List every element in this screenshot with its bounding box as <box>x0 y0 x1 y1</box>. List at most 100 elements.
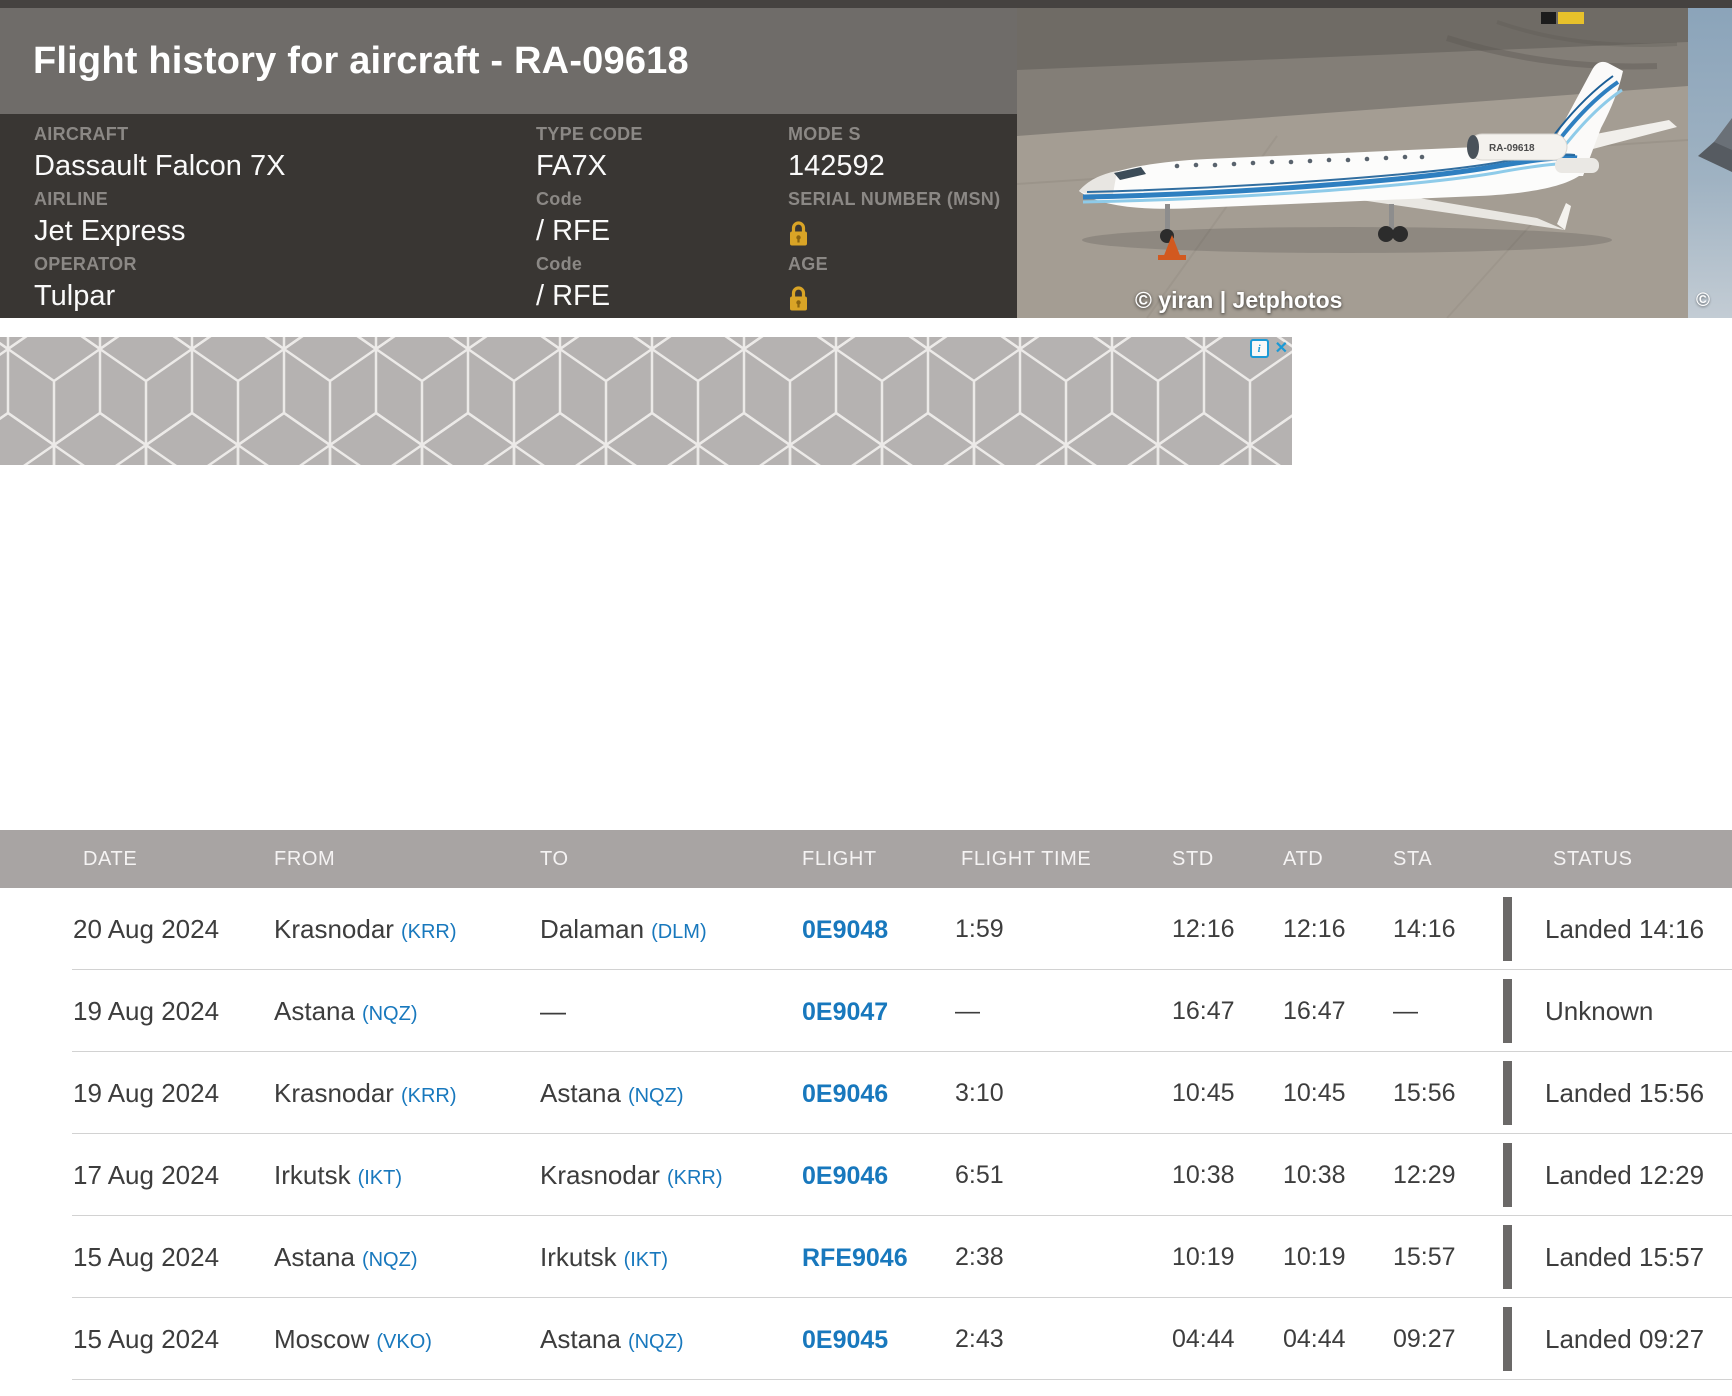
flight-history-table: DATE FROM TO FLIGHT FLIGHT TIME STD ATD … <box>0 830 1732 1380</box>
ad-banner[interactable]: i ✕ <box>0 337 1292 465</box>
flight-date: 17 Aug 2024 <box>73 1159 220 1190</box>
flight-number-link[interactable]: 0E9045 <box>802 1325 889 1354</box>
info-field-airline-code: Code / RFE <box>536 188 643 253</box>
std-time: 16:47 <box>1172 996 1235 1025</box>
info-column-3: MODE S 142592 SERIAL NUMBER (MSN) <box>788 123 1000 318</box>
registration-text: RA-09618 <box>1489 143 1535 154</box>
ad-close-icon[interactable]: ✕ <box>1274 340 1288 357</box>
to-airport-code-link[interactable]: (DLM) <box>651 920 707 943</box>
flight-date: 15 Aug 2024 <box>73 1323 220 1354</box>
column-header-to: TO <box>540 847 569 870</box>
info-field-operator-code: Code / RFE <box>536 253 643 318</box>
to-airport-code-link[interactable]: (NQZ) <box>627 1330 684 1353</box>
field-label: Code <box>536 254 583 274</box>
lock-icon[interactable] <box>788 283 809 323</box>
flight-number-link[interactable]: 0E9046 <box>802 1161 889 1190</box>
table-row: 19 Aug 2024 Krasnodar (KRR) Astana (NQZ) 0… <box>0 1052 1732 1134</box>
flight-time: 2:38 <box>955 1242 1004 1271</box>
status-text: Landed 15:57 <box>1545 1241 1705 1272</box>
from-airport-code-link[interactable]: (NQZ) <box>361 1248 418 1271</box>
table-row: 15 Aug 2024 Moscow (VKO) Astana (NQZ) 0E90… <box>0 1298 1732 1380</box>
field-value: Dassault Falcon 7X <box>34 150 286 182</box>
page-header: Flight history for aircraft - RA-09618 <box>0 8 1017 114</box>
field-label: AIRCRAFT <box>34 124 129 144</box>
status-indicator-bar <box>1503 1225 1512 1289</box>
field-value: 142592 <box>788 150 885 182</box>
from-airport-code-link[interactable]: (IKT) <box>357 1166 403 1189</box>
from-airport-code-link[interactable]: (VKO) <box>376 1330 432 1353</box>
flight-time: 3:10 <box>955 1078 1004 1107</box>
table-header-row: DATE FROM TO FLIGHT FLIGHT TIME STD ATD … <box>0 830 1732 888</box>
aircraft-photo-illustration: RA-09618 <box>1017 8 1688 318</box>
table-row: 20 Aug 2024 Krasnodar (KRR) Dalaman (DLM) … <box>0 888 1732 970</box>
from-airport: Krasnodar (KRR) <box>274 1077 457 1108</box>
info-column-1: AIRCRAFT Dassault Falcon 7X AIRLINE Jet … <box>34 123 285 318</box>
column-header-atd: ATD <box>1283 847 1324 870</box>
flight-number-link[interactable]: 0E9047 <box>802 997 889 1026</box>
field-label: TYPE CODE <box>536 124 643 144</box>
field-label: MODE S <box>788 124 861 144</box>
from-airport-code-link[interactable]: (NQZ) <box>361 1002 418 1025</box>
status-indicator-bar <box>1503 1307 1512 1371</box>
atd-time: 16:47 <box>1283 996 1346 1025</box>
sta-time: 14:16 <box>1393 914 1456 943</box>
status-cell: Landed 15:56 <box>1503 1052 1732 1134</box>
status-indicator-bar <box>1503 1143 1512 1207</box>
flight-time: 2:43 <box>955 1324 1004 1353</box>
to-airport-code-link[interactable]: (NQZ) <box>627 1084 684 1107</box>
lock-icon[interactable] <box>788 218 809 258</box>
atd-time: 10:45 <box>1283 1078 1346 1107</box>
to-airport-code-link[interactable]: (KRR) <box>666 1166 723 1189</box>
sta-time: 09:27 <box>1393 1324 1456 1353</box>
status-indicator-bar <box>1503 1061 1512 1125</box>
field-value: / RFE <box>536 215 611 247</box>
from-airport: Moscow (VKO) <box>274 1323 432 1354</box>
atd-time: 10:38 <box>1283 1160 1346 1189</box>
to-airport: Irkutsk (IKT) <box>540 1241 669 1272</box>
aircraft-info-panel: AIRCRAFT Dassault Falcon 7X AIRLINE Jet … <box>0 114 1017 318</box>
std-time: 10:19 <box>1172 1242 1235 1271</box>
info-field-serial-number: SERIAL NUMBER (MSN) <box>788 188 1000 253</box>
from-airport: Astana (NQZ) <box>274 995 418 1026</box>
ad-choice-controls: i ✕ <box>1249 339 1288 358</box>
wing-fragment-illustration <box>1698 118 1732 172</box>
from-airport: Irkutsk (IKT) <box>274 1159 403 1190</box>
info-field-operator: OPERATOR Tulpar <box>34 253 285 318</box>
table-row: 17 Aug 2024 Irkutsk (IKT) Krasnodar (KRR) … <box>0 1134 1732 1216</box>
status-text: Landed 15:56 <box>1545 1077 1705 1108</box>
atd-time: 10:19 <box>1283 1242 1346 1271</box>
from-airport-code-link[interactable]: (KRR) <box>400 1084 457 1107</box>
row-separator <box>72 1215 1732 1216</box>
flight-number-link[interactable]: 0E9046 <box>802 1079 889 1108</box>
from-airport-code-link[interactable]: (KRR) <box>400 920 457 943</box>
aircraft-photo[interactable]: RA-09618 © yiran | Jetphotos <box>1017 8 1688 318</box>
row-separator <box>72 1051 1732 1052</box>
std-time: 10:45 <box>1172 1078 1235 1107</box>
ad-info-icon[interactable]: i <box>1249 339 1269 358</box>
row-separator <box>72 1133 1732 1134</box>
info-field-aircraft: AIRCRAFT Dassault Falcon 7X <box>34 123 285 188</box>
table-row: 19 Aug 2024 Astana (NQZ) — 0E9047 — 16:47… <box>0 970 1732 1052</box>
flight-date: 19 Aug 2024 <box>73 995 220 1026</box>
field-label: AIRLINE <box>34 189 109 209</box>
flight-number-link[interactable]: 0E9048 <box>802 915 889 944</box>
info-field-age: AGE <box>788 253 1000 318</box>
status-text: Landed 09:27 <box>1545 1323 1705 1354</box>
to-airport-code-link[interactable]: (IKT) <box>623 1248 669 1271</box>
sta-time: 15:57 <box>1393 1242 1456 1271</box>
info-column-2: TYPE CODE FA7X Code / RFE Code / RFE <box>536 123 643 318</box>
sta-time: 12:29 <box>1393 1160 1456 1189</box>
status-text: Landed 12:29 <box>1545 1159 1705 1190</box>
field-value: Tulpar <box>34 280 116 312</box>
to-airport: Astana (NQZ) <box>540 1323 684 1354</box>
flight-date: 15 Aug 2024 <box>73 1241 220 1272</box>
field-label: SERIAL NUMBER (MSN) <box>788 189 1001 209</box>
status-indicator-bar <box>1503 979 1512 1043</box>
status-cell: Unknown <box>1503 970 1732 1052</box>
flight-time: 6:51 <box>955 1160 1004 1189</box>
second-photo-fragment[interactable]: © <box>1688 8 1732 318</box>
window-top-strip <box>0 0 1732 8</box>
flight-date: 19 Aug 2024 <box>73 1077 220 1108</box>
flight-number-link[interactable]: RFE9046 <box>802 1243 908 1272</box>
